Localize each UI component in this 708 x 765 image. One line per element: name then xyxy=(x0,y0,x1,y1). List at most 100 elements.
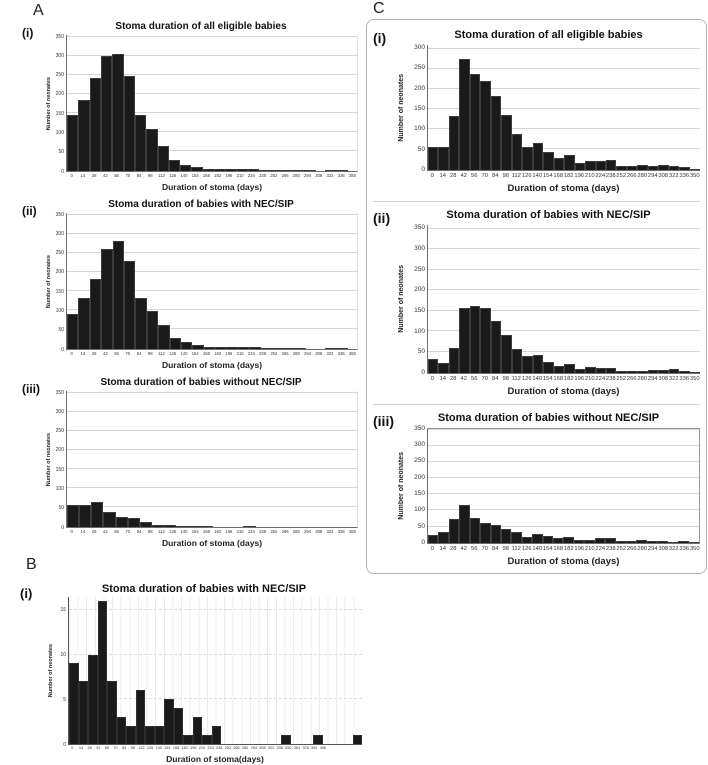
x-tick-label: 154 xyxy=(542,172,553,179)
histogram-bar xyxy=(689,371,701,373)
y-tick-label: 250 xyxy=(414,457,425,465)
y-tick-label: 0 xyxy=(421,166,425,174)
histogram-bar xyxy=(281,734,291,744)
x-tick-label: 42 xyxy=(102,528,108,534)
x-tick-label: 70 xyxy=(481,545,488,552)
gridline xyxy=(428,67,700,69)
x-tick-label: 126 xyxy=(169,172,177,178)
bars xyxy=(428,429,699,543)
gridline xyxy=(67,213,357,215)
chart-block-c-i: (i) Stoma duration of all eligible babie… xyxy=(373,29,701,194)
x-tick-label: 350 xyxy=(285,745,292,750)
x-tick-label: 224 xyxy=(247,528,255,534)
x-tick-label xyxy=(345,746,354,752)
histogram-bar xyxy=(191,166,203,171)
x-tick-label: 224 xyxy=(595,375,606,382)
gridline xyxy=(67,448,357,450)
histogram-bar xyxy=(91,502,104,527)
histogram-bar xyxy=(173,707,183,744)
histogram-bar xyxy=(521,536,533,543)
histogram-bar xyxy=(78,298,90,349)
y-tick-label: 10 xyxy=(60,651,66,658)
y-tick-label: 200 xyxy=(55,447,64,454)
plot-column: 0 14 28 42 56 70 84 98 112 126 140 154 168 182 196 210 2… xyxy=(66,212,358,370)
y-tick-label: 300 xyxy=(55,408,64,415)
gridline xyxy=(428,525,699,527)
x-tick-label: 56 xyxy=(471,172,478,179)
x-tick-label: 168 xyxy=(553,545,564,552)
gridline xyxy=(67,131,357,133)
gridline xyxy=(428,445,699,447)
x-tick-label: 280 xyxy=(637,375,648,382)
x-tick-label: 336 xyxy=(337,528,345,534)
histogram-bar xyxy=(563,537,574,543)
x-tick-label: 210 xyxy=(236,350,244,356)
histogram-bar xyxy=(626,370,638,373)
histogram-a-i-all-eligible-babies: Stoma duration of all eligible babies Num… xyxy=(44,21,358,192)
x-tick-label: 56 xyxy=(114,172,119,178)
histogram-c-i-all-eligible-babies: Stoma duration of all eligible babies Num… xyxy=(397,29,701,194)
histogram-bar xyxy=(689,168,701,170)
plot-column: 0 14 28 42 56 70 84 98 112 126 140 154 168 182 196 210 2… xyxy=(66,34,358,192)
x-tick-label: 98 xyxy=(147,350,153,356)
histogram-bar xyxy=(679,167,690,170)
gridline xyxy=(428,351,700,353)
x-tick-label: 336 xyxy=(679,375,690,382)
histogram-bar xyxy=(215,347,227,349)
gridline xyxy=(67,328,357,330)
x-tick-label: 308 xyxy=(658,545,669,552)
histogram-a-iii-without-nec-sip: Stoma duration of babies without NEC/SIP… xyxy=(44,377,358,548)
histogram-bar xyxy=(304,169,316,171)
x-tick-label: 322 xyxy=(267,745,275,750)
histogram-bar xyxy=(154,725,164,744)
histogram-bar xyxy=(259,169,271,171)
histogram-bar xyxy=(574,162,586,170)
x-tick-label: 392 xyxy=(311,745,318,750)
y-axis-title: Number of neonates xyxy=(397,428,406,544)
x-tick-label: 224 xyxy=(247,172,255,178)
x-tick-label: 154 xyxy=(191,350,199,356)
gridline xyxy=(67,92,357,94)
x-tick-label: 238 xyxy=(259,350,267,356)
y-tick-label: 350 xyxy=(55,211,64,218)
x-axis-title: Duration of stoma (days) xyxy=(507,385,620,397)
x-tick-label: 98 xyxy=(502,375,509,382)
x-tick-label: 84 xyxy=(492,545,499,552)
histogram-bar xyxy=(511,532,522,543)
gridline xyxy=(67,232,357,234)
subpanel-label-c-ii: (ii) xyxy=(373,209,391,226)
x-tick-label: 336 xyxy=(276,745,283,750)
gridline xyxy=(67,54,357,56)
gridline xyxy=(428,429,699,431)
gridline xyxy=(428,461,699,463)
histogram-bar xyxy=(678,541,689,543)
histogram-bar xyxy=(573,540,585,543)
x-tick-label: 252 xyxy=(270,350,278,356)
x-tick-label: 70 xyxy=(481,172,488,179)
y-tick-label: 300 xyxy=(55,230,64,237)
histogram-bar xyxy=(180,164,192,171)
gridline xyxy=(428,493,699,495)
subpanel-label-a-ii: (ii) xyxy=(22,203,37,218)
subpanel-label-c-i: (i) xyxy=(373,29,387,46)
gridline xyxy=(69,698,362,700)
plot-area xyxy=(66,34,358,172)
x-tick-label: 280 xyxy=(637,545,648,552)
x-tick-label: 28 xyxy=(91,350,97,356)
gridline xyxy=(428,268,700,270)
y-tick-label: 50 xyxy=(58,327,64,334)
y-axis: 0 5 10 15 xyxy=(55,597,68,748)
bars xyxy=(67,391,357,527)
x-tick-label: 112 xyxy=(158,350,165,356)
chart-body: Number of neonates 0 50 100 150 200 250 300 350 0… xyxy=(44,34,358,192)
chart-block-c-iii: (iii) Stoma duration of babies without N… xyxy=(373,412,700,567)
gridline xyxy=(67,112,357,114)
gridline xyxy=(428,128,700,130)
x-tick-label: 266 xyxy=(233,745,240,750)
histogram-bar xyxy=(123,75,135,171)
histogram-bar xyxy=(490,524,501,543)
histogram-bar xyxy=(667,541,679,543)
x-tick-label: 126 xyxy=(521,545,532,552)
x-tick-label: 168 xyxy=(202,528,210,534)
x-tick-label: 322 xyxy=(668,545,679,552)
